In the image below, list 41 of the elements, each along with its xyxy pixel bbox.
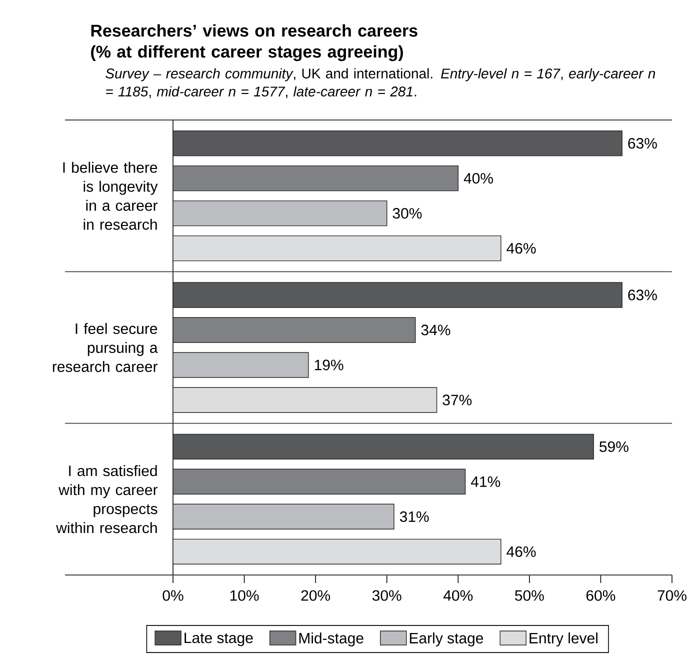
data-label: 46% xyxy=(506,546,536,557)
bar xyxy=(172,200,388,226)
data-label: 41% xyxy=(470,476,500,487)
legend-label: Late stage xyxy=(184,632,253,646)
y-tick-label: I am satisfied with my career prospects within research xyxy=(56,465,158,534)
chart-title: Researchers’ views on research careers (% at different career stages agreeing) xyxy=(91,24,418,62)
data-label: 63% xyxy=(628,138,657,149)
data-label: 46% xyxy=(506,243,536,254)
data-label: 34% xyxy=(421,324,450,336)
data-label: 40% xyxy=(464,173,493,184)
x-tick-label: 50% xyxy=(515,590,544,601)
bar xyxy=(172,538,502,565)
text: Survey – research community, UK and international. Entry-level n = 167, early-career n = 1185, mid-career n = 1577, late-career n = 281. xyxy=(106,68,656,98)
x-tick-label: 30% xyxy=(372,590,402,601)
bar xyxy=(172,130,622,156)
x-tick-label: 20% xyxy=(301,590,330,601)
data-label: 19% xyxy=(314,360,344,370)
bar xyxy=(172,235,502,262)
x-tick-label: 10% xyxy=(230,590,259,601)
data-label: 30% xyxy=(392,208,422,219)
bar xyxy=(172,468,466,495)
bar xyxy=(172,352,309,378)
data-label: 31% xyxy=(400,511,429,522)
x-tick-label: 0% xyxy=(162,590,184,601)
x-tick-label: 60% xyxy=(586,590,616,601)
bar xyxy=(172,434,594,460)
data-label: 63% xyxy=(628,290,657,300)
bar xyxy=(172,165,458,192)
legend-label: Mid-stage xyxy=(299,632,364,646)
x-tick-label: 40% xyxy=(443,590,473,601)
bar xyxy=(172,504,394,530)
legend-label: Entry level xyxy=(530,632,598,646)
bar xyxy=(172,282,622,308)
bar xyxy=(172,317,416,343)
legend-label: Early stage xyxy=(410,632,484,646)
y-tick-label: I feel secure pursuing a research career xyxy=(52,322,158,372)
bar xyxy=(172,387,438,413)
y-tick-label: I believe there is longevity in a career in research xyxy=(63,162,158,230)
data-label: 37% xyxy=(442,394,472,406)
data-label: 59% xyxy=(600,441,628,452)
x-tick-label: 70% xyxy=(658,590,686,601)
